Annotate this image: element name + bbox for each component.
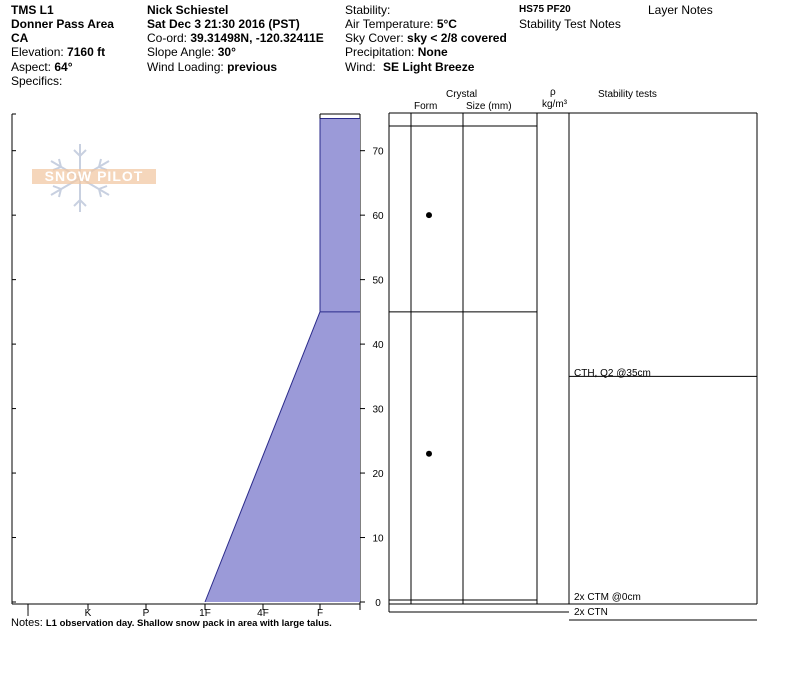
y-tick-label: 40 <box>372 340 384 351</box>
y-tick-label: 70 <box>372 147 384 158</box>
density-unit: kg/m³ <box>542 99 567 110</box>
hardness-area <box>205 118 360 603</box>
wind-loading-label: Wind Loading: <box>147 60 224 74</box>
y-tick-label: 10 <box>372 534 384 545</box>
elevation: Elevation: 7160 ft <box>11 45 105 59</box>
logo-band <box>32 169 156 184</box>
sky-label: Sky Cover: <box>345 31 404 45</box>
snowpilot-logo: SNOW PILOT <box>30 138 158 218</box>
datetime: Sat Dec 3 21:30 2016 (PST) <box>147 17 300 31</box>
y-tick-label: 30 <box>372 405 384 416</box>
stability-test-label: CTH, Q2 @35cm <box>574 368 651 379</box>
air-temperature: Air Temperature: 5°C <box>345 17 457 31</box>
slope-label: Slope Angle: <box>147 45 215 59</box>
precip-value: None <box>417 45 448 59</box>
crystal-header: Crystal <box>446 89 478 100</box>
air-temp-label: Air Temperature: <box>345 17 434 31</box>
aspect-label: Aspect: <box>11 60 52 74</box>
slope-angle: Slope Angle: 30° <box>147 45 236 59</box>
wind-label: Wind: <box>345 60 376 74</box>
sky-value: sky < 2/8 covered <box>407 31 507 45</box>
form-header: Form <box>414 101 438 112</box>
coordinates: Co-ord: 39.31498N, -120.32411E <box>147 31 324 45</box>
specifics-label: Specifics: <box>11 74 63 88</box>
stability-tests-header: Stability tests <box>598 89 657 100</box>
state: CA <box>11 31 29 45</box>
x-tick-label: K <box>85 608 92 619</box>
layer-notes-label: Layer Notes <box>648 3 713 17</box>
hs-pf: HS75 PF20 <box>519 4 571 15</box>
air-temp-value: 5°C <box>436 17 457 31</box>
elevation-label: Elevation: <box>11 45 64 59</box>
x-tick-label: P <box>143 608 150 619</box>
precip-label: Precipitation: <box>345 45 415 59</box>
x-tick-label: 4F <box>257 608 269 619</box>
precipitation: Precipitation: None <box>345 45 448 59</box>
observer: Nick Schiestel <box>147 3 229 17</box>
stability-test-label: 2x CTN <box>574 607 608 618</box>
stability-label: Stability: <box>345 3 391 17</box>
logo-text: SNOW PILOT <box>44 168 144 184</box>
aspect-value: 64° <box>54 60 73 74</box>
grain-form-marker <box>426 450 432 457</box>
notes-label: Notes: <box>11 617 43 629</box>
y-tick-label: 0 <box>375 598 381 609</box>
wind-loading-value: previous <box>227 60 278 74</box>
aspect: Aspect: 64° <box>11 60 73 74</box>
size-header: Size (mm) <box>466 101 512 112</box>
density-symbol: ρ <box>550 87 556 98</box>
wind-loading: Wind Loading: previous <box>147 60 277 74</box>
site-name: TMS L1 <box>11 3 54 17</box>
y-tick-label: 20 <box>372 469 384 480</box>
coord-value: 39.31498N, -120.32411E <box>190 31 324 45</box>
y-tick-label: 60 <box>372 211 384 222</box>
notes-text: L1 observation day. Shallow snow pack in… <box>45 618 332 629</box>
hardness-line <box>204 311 321 603</box>
sky-cover: Sky Cover: sky < 2/8 covered <box>345 31 507 45</box>
elevation-value: 7160 ft <box>67 45 106 59</box>
notes: Notes: L1 observation day. Shallow snow … <box>11 617 332 629</box>
area-name: Donner Pass Area <box>11 17 114 31</box>
slope-value: 30° <box>217 45 236 59</box>
stability-test-notes-label: Stability Test Notes <box>519 17 621 31</box>
wind-value: SE Light Breeze <box>383 60 475 74</box>
y-tick-label: 50 <box>372 276 384 287</box>
wind: Wind: SE Light Breeze <box>345 60 474 74</box>
x-tick-label: F <box>317 608 323 619</box>
coord-label: Co-ord: <box>147 31 188 45</box>
x-tick-label: I <box>27 608 30 619</box>
x-tick-label: 1F <box>199 608 211 619</box>
grain-form-marker <box>426 212 432 219</box>
stability-test-label: 2x CTM @0cm <box>574 592 641 603</box>
